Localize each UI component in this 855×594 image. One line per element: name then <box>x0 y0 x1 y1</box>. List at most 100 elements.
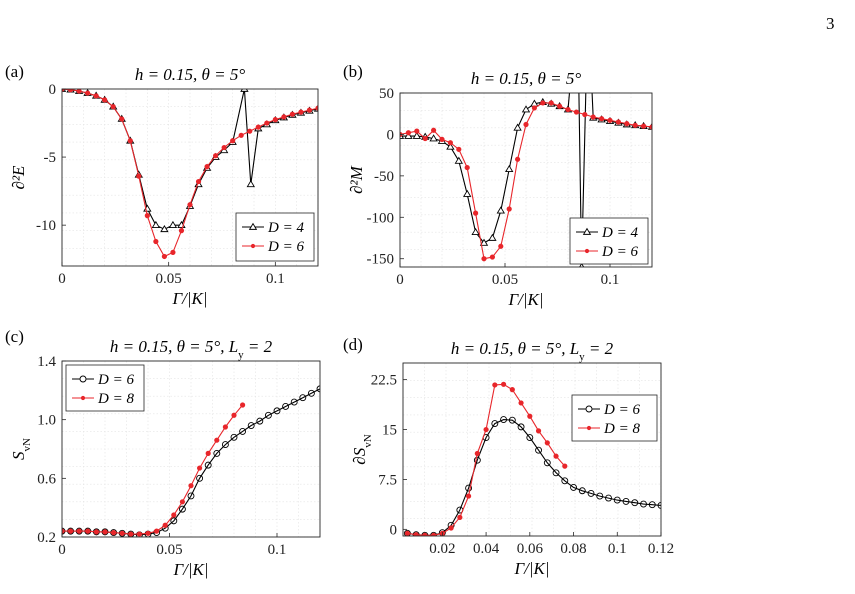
legend-marker <box>250 243 256 249</box>
panel-title: h = 0.15, θ = 5° <box>135 65 246 84</box>
legend-box <box>569 217 649 265</box>
data-point-dot <box>110 104 116 110</box>
data-point-dot <box>506 206 512 212</box>
data-point-dot <box>119 116 125 122</box>
data-point-dot <box>431 532 437 536</box>
data-point-dot <box>136 531 142 537</box>
data-point-circle <box>264 411 272 419</box>
series-line <box>407 383 566 536</box>
data-point-circle <box>491 420 499 427</box>
legend-label: D = 6 <box>603 402 640 418</box>
data-point-dot <box>565 106 571 113</box>
data-point-dot <box>557 103 563 109</box>
panel-d: 0.02 0.04 0.06 0.08 0.1 0.12 0 7.5 15 22.5 h = 0.1… <box>343 335 674 578</box>
legend-marker <box>582 227 592 235</box>
data-point-dot <box>414 128 420 134</box>
x-tick-label: 0.04 <box>473 541 500 557</box>
panel-letter: (d) <box>343 335 363 354</box>
data-point-dot <box>562 463 568 469</box>
legend-marker <box>586 425 592 431</box>
panel-letter: (c) <box>5 327 24 346</box>
data-point-dot <box>179 499 185 505</box>
panel-title: h = 0.15, θ = 5°, Ly = 2 <box>110 337 273 361</box>
data-point-dot <box>102 529 108 535</box>
x-tick-label: 0 <box>396 272 404 288</box>
y-tick-label: 0 <box>49 82 57 98</box>
data-point-dot <box>599 116 605 122</box>
data-point-dot <box>255 124 261 130</box>
data-point-dot <box>195 178 202 185</box>
data-point-dot <box>464 164 470 171</box>
data-point-dot <box>544 440 550 446</box>
axes-box <box>402 362 662 537</box>
data-point-dot <box>127 138 133 144</box>
y-tick-label: 0.6 <box>37 471 56 487</box>
y-tick-label: 1.0 <box>37 413 56 429</box>
data-point-circle <box>613 496 621 504</box>
data-point-dot <box>93 529 100 535</box>
data-point-dot <box>590 114 596 120</box>
data-point-dot <box>231 412 237 418</box>
data-point-dot <box>204 164 210 170</box>
data-point-circle <box>230 433 238 441</box>
y-tick-label: 22.5 <box>371 373 397 389</box>
legend-label: D = 8 <box>603 421 640 437</box>
data-point-dot <box>456 146 462 152</box>
data-point-dot <box>518 400 524 406</box>
y-tick-label: -150 <box>367 252 395 268</box>
y-tick-label: 0 <box>387 127 395 143</box>
data-point-dot <box>649 124 652 130</box>
series-2 <box>404 381 568 536</box>
y-axis-label: ∂²M <box>347 165 366 193</box>
data-point-dot <box>85 528 91 534</box>
data-point-triangle <box>521 105 531 113</box>
data-point-dot <box>457 514 463 520</box>
y-tick-label: 1.4 <box>37 354 56 370</box>
data-point-circle <box>640 500 647 508</box>
data-point-circle <box>213 449 221 457</box>
data-point-dot <box>144 213 150 219</box>
legend-box <box>235 212 315 262</box>
data-point-circle <box>239 427 247 435</box>
data-point-dot <box>197 465 203 471</box>
data-point-dot <box>272 117 278 123</box>
data-point-dot <box>306 107 313 113</box>
legend-label: D = 4 <box>267 220 304 236</box>
axes-box <box>61 88 319 267</box>
y-axis-label: SvN <box>9 438 33 460</box>
x-tick-label: 0.05 <box>156 542 182 558</box>
data-point-dot <box>264 120 270 126</box>
data-point-dot <box>523 121 529 128</box>
data-point-dot <box>641 123 647 129</box>
data-point-dot <box>540 100 546 106</box>
data-point-circle <box>465 484 473 492</box>
series-line <box>62 404 244 535</box>
data-point-dot <box>67 89 74 93</box>
data-point-dot <box>422 532 428 536</box>
data-point-circle <box>570 483 577 491</box>
series-2 <box>62 402 246 537</box>
data-point-dot <box>68 528 74 534</box>
legend-marker <box>79 375 87 383</box>
x-tick-label: 0.1 <box>608 541 627 557</box>
panel-b: 0 0.05 0.1 50 0 -50 -100 -150 h = 0.15, θ = 5° (b… <box>343 62 653 309</box>
data-point-dot <box>632 122 638 128</box>
data-point-circle <box>170 517 178 525</box>
legend-label: D = 6 <box>267 239 304 255</box>
x-tick-label: 0.06 <box>517 541 544 557</box>
data-point-circle <box>631 499 639 507</box>
data-point-dot <box>205 450 211 456</box>
data-point-dot <box>85 90 91 96</box>
data-point-triangle <box>151 220 161 228</box>
x-axis-label: Γ/|K| <box>507 290 543 309</box>
y-tick-label: -5 <box>44 150 57 166</box>
data-point-circle <box>247 422 255 429</box>
y-tick-label: -100 <box>367 210 395 226</box>
series-2 <box>62 89 318 260</box>
data-point-triangle <box>404 131 413 139</box>
data-point-circle <box>535 446 543 454</box>
data-point-dot <box>553 453 559 459</box>
data-point-circle <box>273 407 281 415</box>
data-point-dot <box>582 111 588 118</box>
